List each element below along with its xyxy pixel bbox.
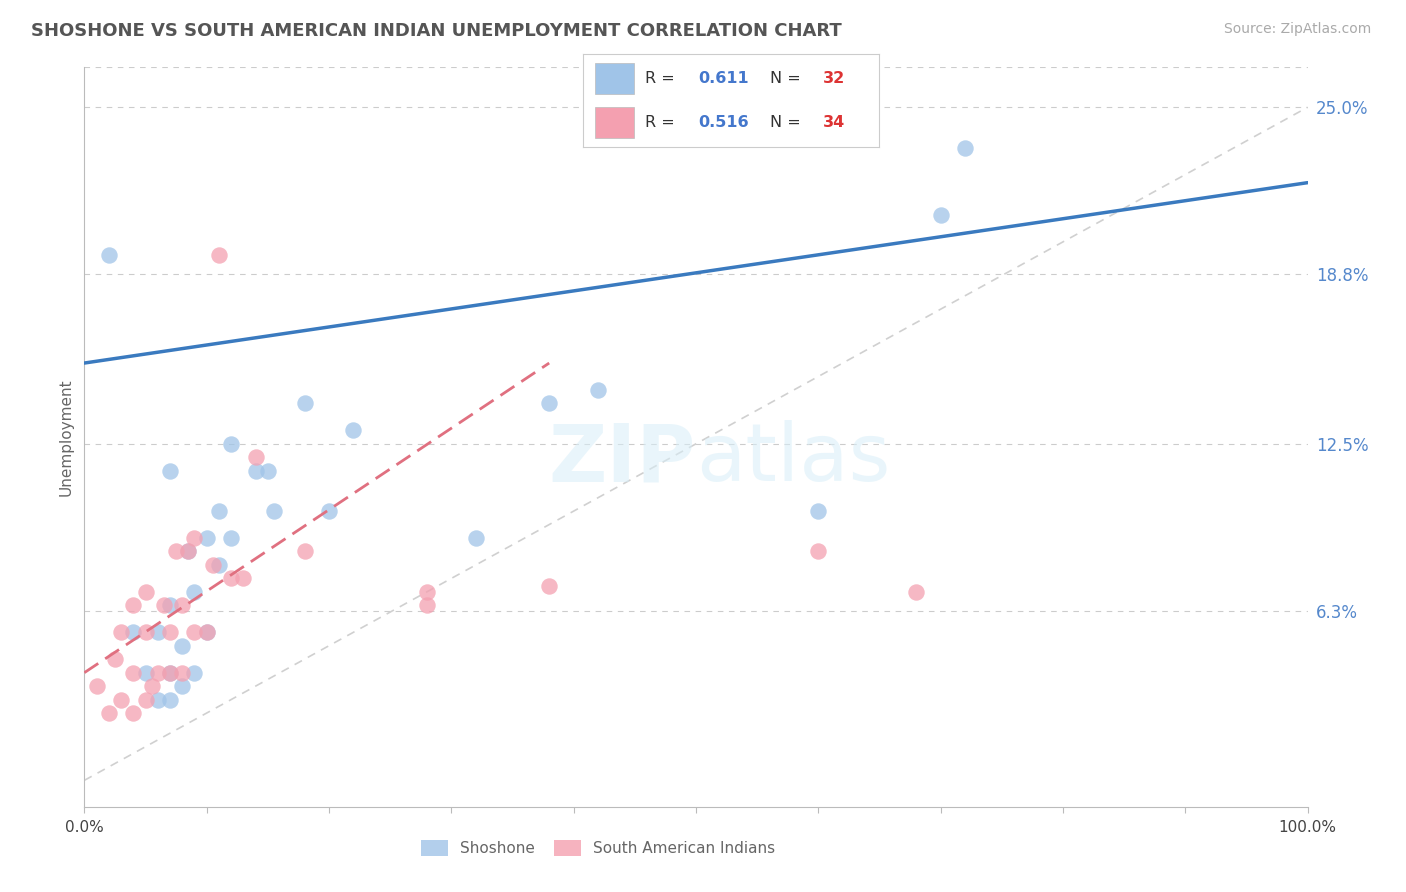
Point xyxy=(141,679,163,693)
Text: R =: R = xyxy=(645,70,681,86)
Text: 0.611: 0.611 xyxy=(699,70,749,86)
Point xyxy=(219,571,242,585)
Point xyxy=(110,625,132,640)
Point xyxy=(416,585,439,599)
Point xyxy=(183,531,205,545)
Point xyxy=(538,396,561,410)
Point xyxy=(201,558,224,572)
Text: Source: ZipAtlas.com: Source: ZipAtlas.com xyxy=(1223,22,1371,37)
Point xyxy=(416,599,439,613)
Point xyxy=(135,665,157,680)
Point xyxy=(172,599,194,613)
Point xyxy=(159,692,181,706)
Point xyxy=(97,706,120,720)
Point xyxy=(183,585,205,599)
Point xyxy=(172,665,194,680)
Point xyxy=(146,625,169,640)
Point xyxy=(807,504,830,518)
Point xyxy=(294,544,316,558)
Point xyxy=(146,692,169,706)
Point xyxy=(232,571,254,585)
Text: 0.516: 0.516 xyxy=(699,115,749,130)
Point xyxy=(122,665,145,680)
Text: ZIP: ZIP xyxy=(548,420,696,499)
Point xyxy=(122,599,145,613)
Point xyxy=(195,531,218,545)
Point xyxy=(135,585,157,599)
Y-axis label: Unemployment: Unemployment xyxy=(58,378,73,496)
Point xyxy=(172,679,194,693)
Point xyxy=(159,625,181,640)
Point xyxy=(257,464,280,478)
Point xyxy=(195,625,218,640)
Point xyxy=(122,706,145,720)
Text: N =: N = xyxy=(769,115,806,130)
Point xyxy=(807,544,830,558)
Point xyxy=(177,544,200,558)
Point xyxy=(110,692,132,706)
Point xyxy=(153,599,176,613)
Text: atlas: atlas xyxy=(696,420,890,499)
Point xyxy=(172,639,194,653)
Point xyxy=(208,504,231,518)
Point xyxy=(245,450,267,465)
Legend: Shoshone, South American Indians: Shoshone, South American Indians xyxy=(415,834,782,863)
Point xyxy=(183,665,205,680)
Point xyxy=(97,248,120,262)
Point xyxy=(208,248,231,262)
Point xyxy=(538,580,561,594)
Point xyxy=(929,208,952,222)
Point xyxy=(159,464,181,478)
Point xyxy=(586,383,609,397)
Bar xyxy=(595,63,634,94)
Text: SHOSHONE VS SOUTH AMERICAN INDIAN UNEMPLOYMENT CORRELATION CHART: SHOSHONE VS SOUTH AMERICAN INDIAN UNEMPL… xyxy=(31,22,842,40)
Text: 34: 34 xyxy=(823,115,845,130)
Point xyxy=(159,665,181,680)
Point xyxy=(195,625,218,640)
Point xyxy=(464,531,486,545)
Text: N =: N = xyxy=(769,70,806,86)
Point xyxy=(318,504,340,518)
Point xyxy=(245,464,267,478)
Point xyxy=(177,544,200,558)
Bar xyxy=(595,107,634,138)
Point xyxy=(122,625,145,640)
Point xyxy=(905,585,928,599)
Point xyxy=(159,665,181,680)
Text: R =: R = xyxy=(645,115,681,130)
Point xyxy=(263,504,285,518)
Point xyxy=(183,625,205,640)
Point xyxy=(294,396,316,410)
Point xyxy=(342,423,364,437)
Point xyxy=(146,665,169,680)
Point xyxy=(208,558,231,572)
Point xyxy=(86,679,108,693)
Point xyxy=(104,652,127,666)
Point xyxy=(159,599,181,613)
Point xyxy=(953,141,976,155)
Point xyxy=(135,625,157,640)
Text: 32: 32 xyxy=(823,70,845,86)
Point xyxy=(219,531,242,545)
Point xyxy=(219,437,242,451)
Point xyxy=(165,544,187,558)
Point xyxy=(135,692,157,706)
